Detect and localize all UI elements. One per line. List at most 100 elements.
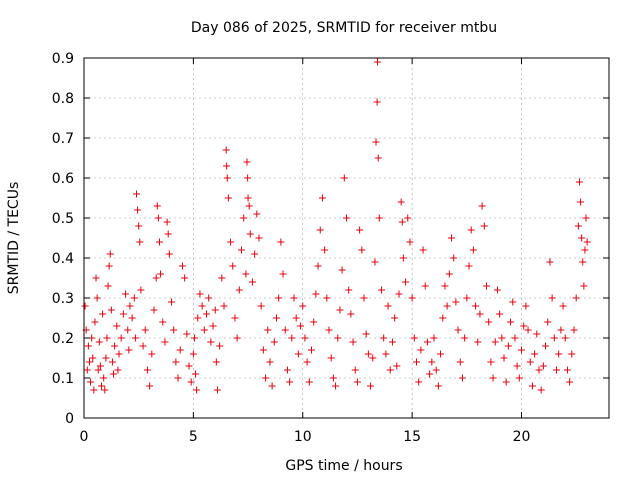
data-point (103, 334, 111, 342)
data-point (104, 282, 112, 290)
data-point (439, 314, 447, 322)
data-point (286, 378, 294, 386)
data-point (421, 282, 429, 290)
data-point (107, 306, 115, 314)
data-point (386, 366, 394, 374)
data-point (528, 382, 536, 390)
data-point (500, 354, 508, 362)
data-point (561, 334, 569, 342)
data-point (279, 270, 287, 278)
data-point (448, 234, 455, 242)
data-point (369, 354, 377, 362)
data-point (91, 318, 99, 326)
data-point (178, 262, 186, 270)
y-tick-label: 0.8 (52, 91, 74, 107)
data-point (113, 322, 121, 330)
data-point (364, 350, 372, 358)
data-point (134, 206, 142, 214)
data-point (478, 202, 486, 210)
data-point (472, 302, 480, 310)
data-point (244, 174, 252, 182)
data-point (212, 358, 220, 366)
data-point (531, 350, 539, 358)
plot-frame (83, 57, 610, 419)
data-point (410, 334, 418, 342)
data-point (200, 326, 208, 334)
data-point (548, 294, 556, 302)
data-point (428, 358, 436, 366)
data-point (332, 382, 340, 390)
data-point (196, 290, 204, 298)
data-point (294, 350, 302, 358)
data-point (526, 358, 534, 366)
data-point (513, 362, 521, 370)
data-point (518, 346, 525, 354)
x-tick-labels: 0 5 10 15 20 (80, 429, 531, 445)
data-point (163, 218, 171, 226)
x-tick-label: 5 (189, 429, 198, 445)
data-point (351, 366, 359, 374)
data-point (211, 306, 219, 314)
data-point (480, 222, 488, 230)
data-point (108, 358, 116, 366)
data-point (259, 346, 267, 354)
x-axis-label: GPS time / hours (285, 458, 402, 474)
data-point (325, 326, 333, 334)
data-point (450, 254, 458, 262)
data-point (487, 358, 495, 366)
y-tick-label: 0.9 (52, 51, 74, 67)
data-point (139, 342, 147, 350)
data-point (579, 258, 587, 266)
data-point (550, 334, 558, 342)
data-point (452, 298, 460, 306)
data-point (154, 214, 162, 222)
data-point (511, 334, 519, 342)
data-point (283, 366, 291, 374)
data-point (372, 138, 380, 146)
data-point (148, 350, 156, 358)
data-point (98, 382, 105, 390)
data-point (375, 214, 383, 222)
data-point (458, 374, 466, 382)
data-point (245, 202, 253, 210)
data-point (496, 310, 504, 318)
data-point (398, 218, 406, 226)
data-point (119, 310, 127, 318)
data-point (336, 306, 344, 314)
x-tick-label: 10 (294, 429, 312, 445)
data-point (231, 314, 239, 322)
data-point (308, 346, 315, 354)
data-point (380, 334, 388, 342)
data-point (469, 246, 477, 254)
data-point (152, 274, 160, 282)
data-point (520, 322, 528, 330)
data-point (334, 334, 342, 342)
data-point (583, 238, 591, 246)
data-point (509, 298, 517, 306)
data-point (223, 162, 231, 170)
data-point (316, 226, 324, 234)
data-point (404, 214, 412, 222)
data-point (393, 362, 401, 370)
data-point (461, 334, 469, 342)
data-point (504, 342, 512, 350)
data-point (559, 302, 567, 310)
data-point (174, 374, 182, 382)
data-point (194, 314, 202, 322)
data-point (445, 270, 453, 278)
data-point (198, 302, 206, 310)
data-point (465, 262, 473, 270)
data-point (522, 302, 530, 310)
data-point (161, 338, 169, 346)
data-point (205, 294, 213, 302)
data-point (181, 274, 189, 282)
data-point (347, 310, 355, 318)
data-point (185, 362, 193, 370)
data-point (257, 302, 265, 310)
data-point (563, 366, 571, 374)
data-point (242, 270, 250, 278)
data-point (264, 326, 272, 334)
data-point (281, 326, 289, 334)
data-point (430, 334, 438, 342)
data-point (362, 330, 370, 338)
